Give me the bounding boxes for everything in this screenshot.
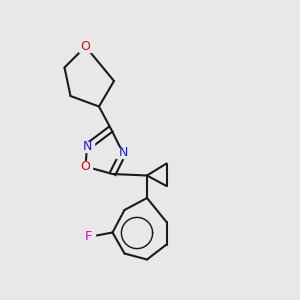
FancyBboxPatch shape: [79, 161, 92, 172]
FancyBboxPatch shape: [116, 148, 130, 158]
FancyBboxPatch shape: [79, 41, 92, 52]
FancyBboxPatch shape: [82, 232, 95, 242]
Text: O: O: [81, 40, 90, 53]
Text: N: N: [82, 140, 92, 154]
Text: N: N: [118, 146, 128, 160]
Text: F: F: [85, 230, 92, 244]
FancyBboxPatch shape: [80, 142, 94, 152]
Text: O: O: [81, 160, 90, 173]
